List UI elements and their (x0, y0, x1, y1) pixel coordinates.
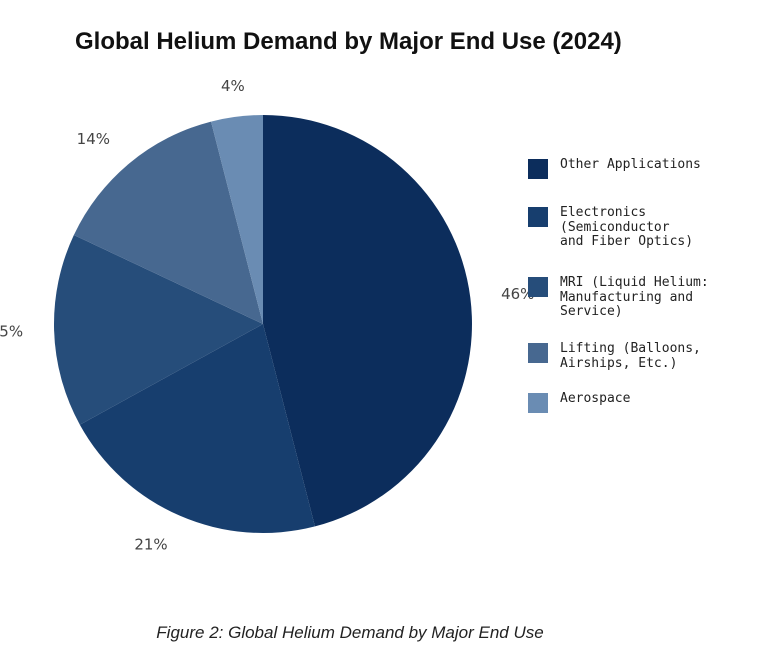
legend-item: MRI (Liquid Helium: Manufacturing and Se… (528, 275, 709, 320)
pie-slice (79, 324, 315, 533)
legend-item: Electronics (Semiconductor and Fiber Opt… (528, 205, 694, 250)
legend-swatch (528, 207, 548, 227)
legend-swatch (528, 277, 548, 297)
pie-slice (211, 115, 263, 324)
slice-percent-label: 21% (134, 535, 167, 553)
legend-swatch (528, 343, 548, 363)
pie-slice (263, 115, 472, 527)
legend-item: Lifting (Balloons, Airships, Etc.) (528, 341, 701, 371)
legend-swatch (528, 393, 548, 413)
legend-item: Aerospace (528, 391, 631, 413)
pie-chart: 46% 21% 15% 14% 4% (0, 77, 534, 553)
slice-percent-label: 46% (501, 285, 534, 303)
legend-label: Aerospace (560, 391, 631, 406)
legend-label: MRI (Liquid Helium: Manufacturing and Se… (560, 275, 709, 319)
legend-label: Lifting (Balloons, Airships, Etc.) (560, 341, 701, 371)
slice-percent-label: 4% (221, 77, 245, 95)
legend-label: Electronics (Semiconductor and Fiber Opt… (560, 205, 694, 249)
slice-percent-label: 14% (77, 130, 110, 148)
legend-label: Other Applications (560, 157, 701, 172)
pie-slice (73, 121, 263, 324)
slice-percent-label: 15% (0, 323, 23, 341)
pie-slice (53, 235, 263, 425)
figure-caption: Figure 2: Global Helium Demand by Major … (156, 623, 544, 642)
legend-swatch (528, 159, 548, 179)
chart-title: Global Helium Demand by Major End Use (2… (75, 28, 622, 55)
legend-item: Other Applications (528, 157, 701, 179)
